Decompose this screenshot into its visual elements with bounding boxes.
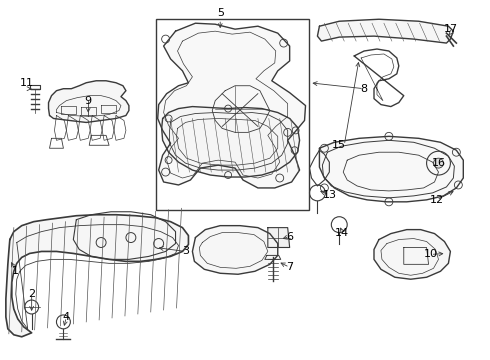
Text: 1: 1	[12, 266, 19, 276]
Text: 16: 16	[432, 158, 445, 168]
Text: 7: 7	[286, 262, 293, 272]
Polygon shape	[318, 19, 453, 43]
Polygon shape	[374, 230, 450, 279]
Polygon shape	[319, 136, 464, 202]
Text: 6: 6	[286, 231, 293, 242]
Text: 9: 9	[85, 96, 92, 105]
Text: 13: 13	[322, 190, 336, 200]
Text: 17: 17	[443, 24, 458, 34]
Polygon shape	[6, 215, 189, 337]
Text: 11: 11	[20, 78, 34, 88]
Text: 5: 5	[217, 8, 224, 18]
Text: 14: 14	[335, 228, 349, 238]
Polygon shape	[268, 228, 290, 247]
Text: 10: 10	[423, 249, 438, 260]
Polygon shape	[193, 226, 278, 274]
Polygon shape	[49, 81, 129, 122]
Text: 15: 15	[332, 140, 346, 150]
Polygon shape	[30, 85, 40, 89]
Text: 12: 12	[429, 195, 443, 205]
Circle shape	[434, 158, 443, 168]
Polygon shape	[158, 23, 306, 188]
Text: 2: 2	[28, 289, 35, 299]
Text: 4: 4	[63, 312, 70, 322]
Polygon shape	[162, 107, 299, 177]
Text: 8: 8	[361, 84, 368, 94]
Bar	[156, 19, 310, 210]
Text: 3: 3	[182, 247, 189, 256]
